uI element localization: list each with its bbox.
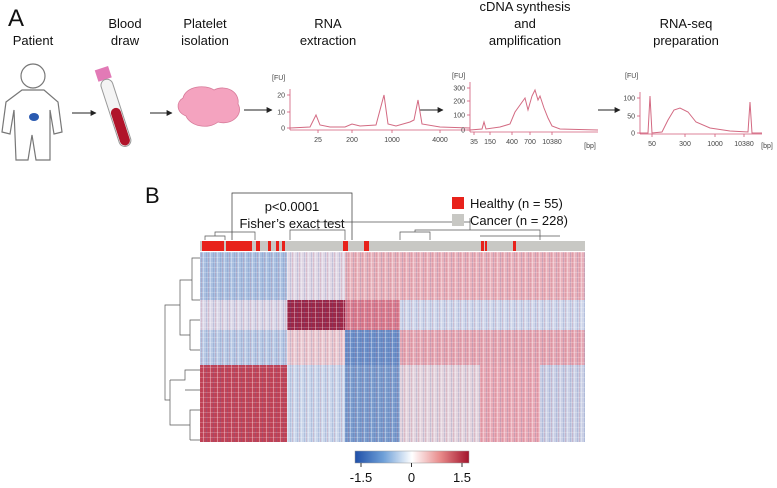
annotation-segment bbox=[256, 241, 260, 251]
y-unit: [FU] bbox=[452, 73, 465, 80]
trace bbox=[640, 95, 762, 134]
y-tick-label: 20 bbox=[277, 93, 285, 100]
x-tick-label: 300 bbox=[679, 141, 691, 148]
step-label: RNA-seq bbox=[660, 16, 713, 31]
y-tick-label: 0 bbox=[281, 126, 285, 133]
annotation-segment bbox=[513, 241, 516, 251]
bracket bbox=[231, 192, 353, 240]
legend-swatch bbox=[452, 214, 464, 226]
row-dendrogram bbox=[164, 257, 200, 441]
x-tick-label: 1000 bbox=[384, 137, 400, 144]
x-tick-label: 10380 bbox=[542, 139, 562, 146]
step-label: isolation bbox=[181, 33, 229, 48]
annotation-segment bbox=[364, 241, 369, 251]
y-tick-label: 100 bbox=[453, 113, 465, 120]
x-unit: [bp] bbox=[584, 143, 596, 150]
annotation-segment bbox=[282, 241, 285, 251]
y-tick-label: 0 bbox=[631, 131, 635, 138]
x-tick-label: 4000 bbox=[432, 137, 448, 144]
blood-tube-icon bbox=[94, 65, 132, 147]
x-tick-label: 10380 bbox=[734, 141, 754, 148]
annotation-segment bbox=[481, 241, 484, 251]
x-tick-label: 50 bbox=[648, 141, 656, 148]
step-label: extraction bbox=[300, 33, 356, 48]
x-tick-label: 35 bbox=[470, 139, 478, 146]
y-tick-label: 200 bbox=[453, 99, 465, 106]
x-tick-label: 25 bbox=[314, 137, 322, 144]
annotation-segment bbox=[226, 241, 252, 251]
step-label: Patient bbox=[13, 33, 54, 48]
colorbar-label: -1.5 bbox=[350, 470, 372, 485]
trace bbox=[289, 94, 471, 129]
x-tick-label: 700 bbox=[524, 139, 536, 146]
y-tick-label: 10 bbox=[277, 110, 285, 117]
column-dendrogram bbox=[204, 218, 560, 240]
x-tick-label: 400 bbox=[506, 139, 518, 146]
step-label: cDNA synthesis bbox=[479, 0, 571, 14]
annotation-bar bbox=[200, 241, 585, 251]
x-tick-label: 150 bbox=[484, 139, 496, 146]
annotation-segment bbox=[202, 241, 224, 251]
panel-label: A bbox=[8, 5, 24, 32]
step-label: draw bbox=[111, 33, 140, 48]
annotation-segment bbox=[268, 241, 271, 251]
y-tick-label: 100 bbox=[623, 96, 635, 103]
step-label: amplification bbox=[489, 33, 561, 48]
colorbar-label: 0 bbox=[408, 470, 415, 485]
x-tick-label: 1000 bbox=[707, 141, 723, 148]
platelet-icon bbox=[177, 86, 240, 127]
arrows bbox=[72, 107, 621, 116]
step-label: preparation bbox=[653, 33, 719, 48]
legend-swatch bbox=[452, 197, 464, 209]
x-tick-label: 200 bbox=[346, 137, 358, 144]
step-label: RNA bbox=[314, 16, 342, 31]
annotation-segment bbox=[485, 241, 487, 251]
y-tick-label: 0 bbox=[461, 128, 465, 135]
heatmap bbox=[200, 252, 585, 442]
step-label: and bbox=[514, 16, 536, 31]
colorbar-label: 1.5 bbox=[453, 470, 471, 485]
patient-icon bbox=[1, 63, 63, 161]
annotation-segment bbox=[343, 241, 348, 251]
y-unit: [FU] bbox=[625, 73, 638, 80]
p-value: p<0.0001 bbox=[265, 199, 320, 214]
y-tick-label: 50 bbox=[627, 114, 635, 121]
test-name: Fisher’s exact test bbox=[239, 216, 344, 231]
trace bbox=[469, 88, 599, 131]
legend-label: Cancer (n = 228) bbox=[470, 213, 568, 228]
y-unit: [FU] bbox=[272, 75, 285, 82]
step-label: Platelet bbox=[183, 16, 227, 31]
x-unit: [bp] bbox=[761, 143, 773, 150]
step-label: Blood bbox=[108, 16, 141, 31]
panel-label: B bbox=[145, 183, 160, 208]
y-tick-label: 300 bbox=[453, 86, 465, 93]
legend-label: Healthy (n = 55) bbox=[470, 196, 563, 211]
annotation-segment bbox=[276, 241, 279, 251]
colorbar bbox=[354, 450, 470, 464]
